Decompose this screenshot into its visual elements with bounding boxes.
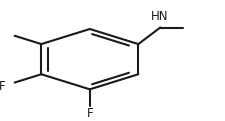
Text: F: F (86, 107, 93, 120)
Text: HN: HN (150, 10, 167, 23)
Text: F: F (0, 80, 6, 93)
